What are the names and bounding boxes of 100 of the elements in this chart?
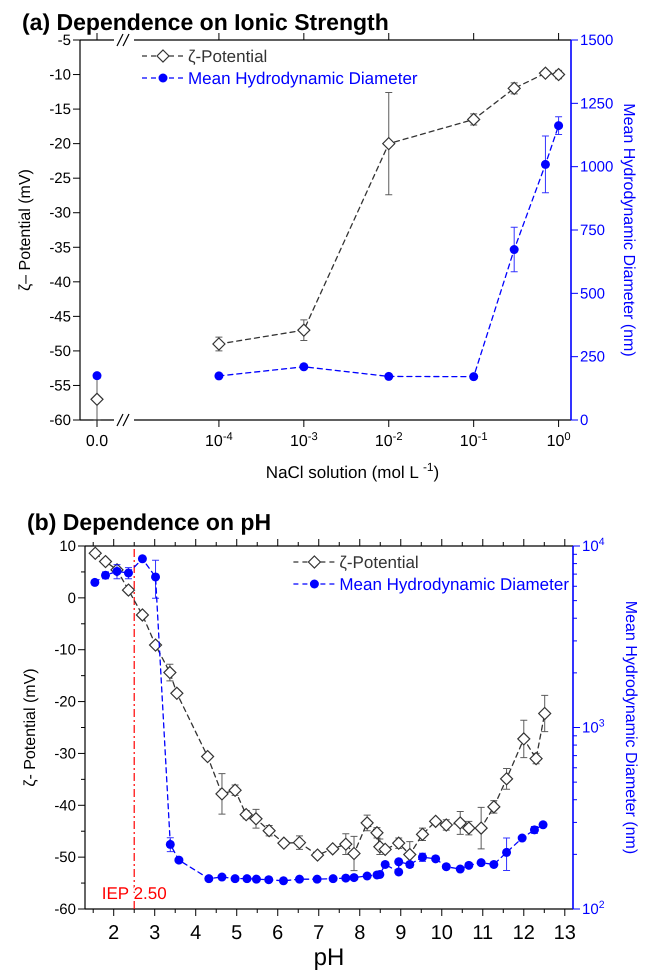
point: [262, 824, 276, 838]
point: [380, 860, 390, 869]
y-tick-label: -40: [54, 797, 76, 814]
y2-tick-label: 250: [580, 348, 606, 366]
point: [392, 836, 406, 850]
point: [151, 572, 160, 582]
point: [440, 818, 453, 832]
y2-axis-title: Mean Hydrodynamic Diameter (nm): [622, 600, 639, 854]
point: [489, 860, 498, 869]
point: [138, 554, 147, 564]
x-axis-title: pH: [314, 944, 344, 971]
point: [278, 876, 288, 886]
x-tick-label: 10$^{-3}$: [290, 431, 318, 450]
point: [370, 826, 384, 840]
point: [277, 836, 290, 850]
point: [88, 546, 102, 560]
legend-label: Mean Hydrodynamic Diameter: [188, 69, 418, 88]
y-tick-label: -10: [54, 642, 76, 659]
x-tick-label: 4: [190, 922, 202, 944]
y2-tick-label: 1000: [580, 158, 614, 176]
point: [341, 874, 350, 883]
point: [163, 666, 176, 680]
point: [518, 834, 527, 843]
point: [230, 874, 240, 884]
point: [529, 752, 543, 766]
x-tick-label: 13: [554, 922, 576, 944]
point: [292, 836, 306, 850]
point: [166, 840, 175, 849]
y-tick-label: -60: [54, 901, 76, 918]
point: [122, 583, 136, 597]
chart-title: (b) Dependence on pH: [27, 509, 272, 535]
point: [326, 842, 340, 856]
x-tick-label: 6: [272, 922, 284, 944]
category-label: 0.0: [86, 433, 108, 450]
legend-label: ζ-Potential: [339, 553, 419, 572]
y-tick-label: -45: [49, 308, 71, 326]
y2-tick-label: 10$^{2}$: [582, 899, 605, 918]
x-axis-title: NaCl solution (mol L $^{-1}$): [266, 460, 440, 482]
y-tick-label: -40: [49, 274, 71, 291]
point: [136, 608, 150, 622]
point: [310, 848, 324, 862]
y-tick-label: -5: [58, 32, 71, 49]
y2-tick-label: 500: [580, 285, 606, 302]
point: [215, 787, 229, 800]
point: [500, 772, 514, 786]
point: [538, 820, 548, 830]
point: [362, 871, 372, 880]
y-tick-label: -50: [49, 342, 71, 360]
y-tick-label: -25: [49, 170, 71, 188]
y-tick-label: 10: [59, 538, 76, 555]
y2-tick-label: 1500: [580, 32, 614, 49]
point: [228, 784, 242, 797]
y-tick-label: -30: [54, 745, 76, 762]
x-tick-label: 10$^{-2}$: [374, 431, 403, 450]
point: [252, 874, 261, 884]
point: [264, 875, 274, 884]
x-tick-label: 2: [108, 922, 120, 944]
point: [347, 846, 361, 860]
ref-line-label: IEP 2.50: [102, 884, 167, 903]
y-tick-label: -20: [54, 694, 76, 711]
y2-tick-label: 1250: [580, 95, 614, 112]
point: [242, 874, 252, 884]
point: [474, 822, 488, 835]
x-tick-label: 12: [512, 922, 535, 944]
point: [454, 816, 467, 830]
y-tick-label: 0: [68, 590, 76, 607]
point: [170, 686, 184, 700]
y-tick-label: -30: [49, 204, 71, 222]
x-tick-label: 8: [354, 922, 366, 944]
y-tick-label: -35: [49, 239, 71, 256]
text: (a) Dependence on Ionic Strength: [22, 9, 389, 35]
point: [517, 732, 530, 746]
point: [429, 814, 442, 828]
point: [312, 874, 322, 884]
point: [201, 750, 214, 764]
point: [538, 706, 552, 720]
point: [90, 578, 100, 587]
point: [294, 874, 304, 884]
x-tick-label: 10$^{0}$: [546, 431, 571, 450]
point: [360, 816, 374, 830]
point: [339, 838, 352, 851]
y-axis-title: ζ- Potential (mV): [22, 668, 39, 787]
point: [403, 848, 416, 862]
point: [456, 864, 465, 874]
point: [98, 554, 112, 568]
legend-label: ζ-Potential: [188, 47, 268, 66]
x-tick-label: 10: [430, 922, 453, 944]
point: [217, 872, 226, 882]
x-tick-label: 10$^{-1}$: [460, 431, 488, 450]
y2-tick-label: 10$^{3}$: [582, 718, 605, 736]
y-tick-label: -55: [49, 377, 71, 394]
point: [464, 860, 474, 870]
point: [476, 858, 486, 868]
point: [204, 874, 214, 884]
point: [378, 842, 392, 856]
point: [431, 854, 440, 864]
point: [350, 873, 359, 882]
y-axis-title: ζ– Potential (mV): [17, 169, 34, 291]
x-tick-label: 7: [313, 922, 324, 944]
point: [442, 862, 451, 872]
